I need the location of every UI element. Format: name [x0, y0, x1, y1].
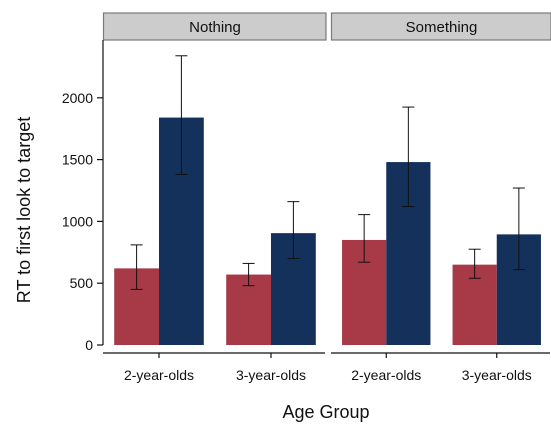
facet-strip-1: [330, 12, 551, 41]
x-axis-title: Age Group: [282, 402, 369, 422]
bars-layer: [114, 117, 541, 346]
facet-strip-0: [102, 12, 327, 41]
x-tick-label: 2-year-olds: [351, 367, 421, 383]
y-tick-label: 0: [85, 337, 93, 353]
y-tick-label: 1000: [62, 213, 93, 229]
y-tick-label: 1500: [62, 152, 93, 168]
y-tick-label: 2000: [62, 90, 93, 106]
error-bars-layer: [130, 55, 525, 290]
bar-0-1-0: [226, 274, 271, 345]
facet-strip-label: Nothing: [189, 19, 241, 36]
x-tick-label: 2-year-olds: [124, 367, 194, 383]
x-tick-label: 3-year-olds: [462, 367, 532, 383]
y-axis-title: RT to first look to target: [14, 117, 34, 303]
y-tick-label: 500: [70, 275, 94, 291]
facet-strip-label: Something: [406, 19, 478, 36]
facet-strips: Nothing Something: [102, 12, 551, 41]
axes-layer: 2-year-olds 3-year-olds 2-year-olds 3-year-…: [62, 40, 550, 383]
x-tick-label: 3-year-olds: [236, 367, 306, 383]
